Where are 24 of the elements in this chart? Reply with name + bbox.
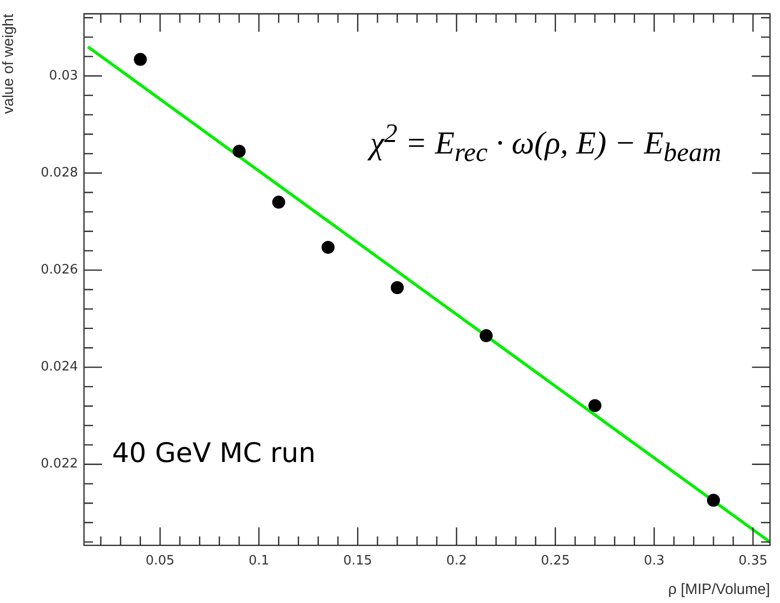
annotation: 40 GeV MC run xyxy=(112,438,316,469)
point xyxy=(232,144,246,158)
point xyxy=(588,399,602,412)
y-axis-title: value of weight xyxy=(0,12,18,114)
annotation: χ$^{2}$ = E$_{rec}$ · ω(ρ, E) − E$_{beam}$ xyxy=(370,118,722,168)
x-tick-label: 0.35 xyxy=(738,554,768,569)
point xyxy=(134,52,147,66)
y-tick-label: 0.026 xyxy=(40,262,78,278)
x-tick-label: 0.1 xyxy=(248,554,270,569)
x-tick-label: 0.2 xyxy=(446,554,467,569)
y-tick-label: 0.022 xyxy=(40,456,78,472)
point xyxy=(706,494,720,507)
point xyxy=(272,196,286,209)
x-tick-label: 0.15 xyxy=(343,554,372,569)
point xyxy=(322,240,335,254)
y-tick-label: 0.028 xyxy=(40,165,78,180)
x-axis-title: ρ [MIP/Volume] xyxy=(668,581,770,598)
y-tick-label: 0.024 xyxy=(40,360,78,375)
point xyxy=(480,329,493,342)
x-tick-label: 0.3 xyxy=(644,554,665,569)
y-tick-label: 0.03 xyxy=(49,68,78,84)
x-tick-label: 0.05 xyxy=(146,554,175,569)
point xyxy=(390,281,404,294)
x-tick-label: 0.25 xyxy=(540,554,570,569)
